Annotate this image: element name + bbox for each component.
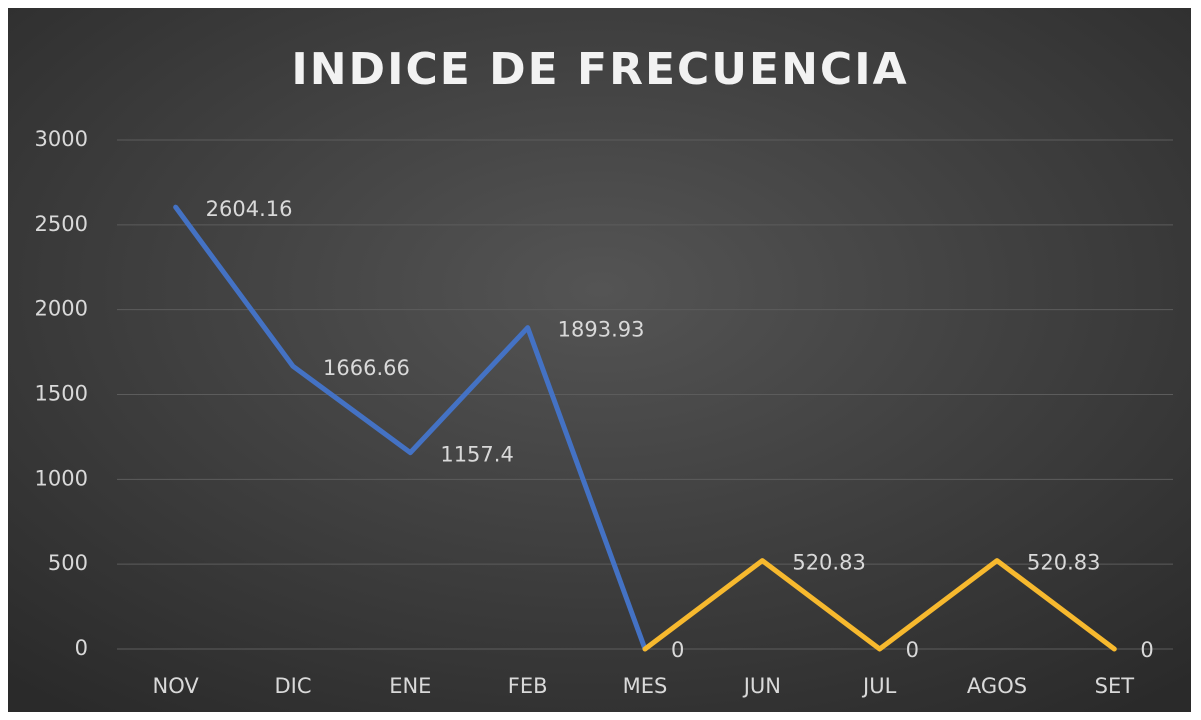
- y-tick-label: 1000: [35, 466, 88, 490]
- y-tick-label: 2000: [35, 297, 88, 321]
- y-tick-label: 0: [75, 636, 88, 660]
- x-tick-label: AGOS: [967, 674, 1027, 698]
- data-label: 520.83: [1027, 551, 1100, 575]
- data-label: 0: [1140, 638, 1153, 662]
- x-tick-label: ENE: [389, 674, 431, 698]
- y-tick-label: 500: [48, 551, 88, 575]
- x-tick-label: SET: [1095, 674, 1135, 698]
- data-label: 1893.93: [558, 318, 645, 342]
- data-label: 0: [906, 638, 919, 662]
- x-tick-label: MES: [623, 674, 668, 698]
- y-tick-label: 3000: [35, 127, 88, 151]
- x-tick-label: JUN: [742, 674, 781, 698]
- data-label: 2604.16: [206, 197, 293, 221]
- x-tick-label: FEB: [508, 674, 548, 698]
- x-tick-label: DIC: [274, 674, 311, 698]
- chart-title: INDICE DE FRECUENCIA: [291, 44, 908, 95]
- line-series: [173, 204, 648, 652]
- x-tick-label: NOV: [153, 674, 200, 698]
- data-label: 520.83: [792, 551, 865, 575]
- y-tick-label: 1500: [35, 382, 88, 406]
- x-tick-label: JUL: [861, 674, 897, 698]
- chart-background: [8, 8, 1191, 712]
- data-label: 1157.4: [440, 443, 513, 467]
- line-series: [642, 558, 1117, 652]
- data-label: 1666.66: [323, 356, 410, 380]
- y-tick-label: 2500: [35, 212, 88, 236]
- data-label: 0: [671, 638, 684, 662]
